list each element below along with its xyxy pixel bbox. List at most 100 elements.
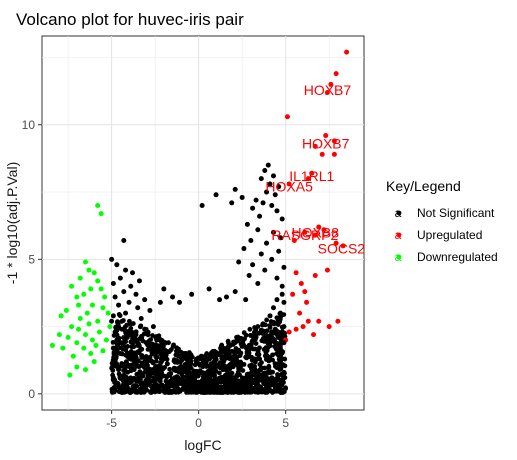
point-not-significant (232, 289, 238, 295)
point-not-significant (145, 375, 151, 380)
point-not-significant (172, 365, 178, 371)
point-not-significant (227, 366, 233, 372)
point-not-significant (270, 173, 276, 179)
point-not-significant (282, 375, 288, 381)
point-downregulated (77, 316, 83, 322)
point-not-significant (276, 318, 282, 324)
point-not-significant (110, 368, 116, 373)
point-not-significant (271, 319, 277, 325)
point-not-significant (177, 359, 183, 365)
legend-label: Upregulated (417, 228, 482, 242)
point-not-significant (276, 184, 282, 190)
gene-label: HOXB7 (302, 136, 350, 152)
point-upregulated (309, 170, 315, 176)
point-not-significant (235, 378, 241, 384)
point-downregulated (89, 337, 95, 343)
point-not-significant (158, 370, 163, 376)
point-not-significant (275, 387, 281, 393)
point-not-significant (184, 356, 189, 362)
point-not-significant (228, 343, 233, 348)
point-not-significant (244, 371, 250, 377)
point-not-significant (239, 344, 245, 349)
point-not-significant (131, 375, 137, 381)
point-downregulated (95, 278, 101, 284)
point-not-significant (244, 221, 250, 227)
point-not-significant (269, 330, 275, 336)
point-not-significant (269, 375, 275, 381)
point-downregulated (60, 345, 66, 351)
point-not-significant (123, 310, 129, 316)
point-not-significant (279, 332, 285, 338)
point-not-significant (220, 345, 226, 351)
point-downregulated (102, 294, 108, 300)
point-not-significant (235, 334, 241, 340)
point-not-significant (250, 334, 256, 340)
point-upregulated (331, 138, 337, 144)
point-not-significant (264, 380, 270, 386)
point-not-significant (274, 297, 280, 303)
point-downregulated (69, 283, 75, 289)
point-not-significant (258, 377, 264, 383)
point-not-significant (272, 380, 277, 386)
point-downregulated (91, 270, 97, 276)
point-upregulated (340, 243, 346, 249)
point-downregulated (58, 313, 64, 319)
point-not-significant (262, 372, 268, 378)
point-not-significant (263, 349, 269, 355)
point-not-significant (213, 192, 219, 198)
point-not-significant (154, 347, 159, 353)
point-not-significant (270, 229, 276, 235)
point-not-significant (175, 381, 181, 387)
point-not-significant (266, 363, 272, 369)
point-not-significant (253, 341, 259, 346)
point-not-significant (179, 370, 184, 376)
point-not-significant (109, 256, 115, 262)
point-not-significant (250, 368, 256, 374)
legend-label: Not Significant (417, 206, 495, 220)
point-not-significant (219, 355, 225, 361)
point-not-significant (180, 374, 186, 380)
point-upregulated (312, 143, 318, 149)
point-not-significant (117, 313, 123, 319)
point-not-significant (240, 338, 246, 344)
point-not-significant (128, 387, 134, 393)
point-downregulated (69, 324, 75, 330)
point-not-significant (277, 377, 283, 383)
point-not-significant (269, 203, 275, 209)
point-downregulated (91, 359, 97, 365)
point-not-significant (211, 359, 217, 365)
point-not-significant (128, 365, 134, 371)
point-not-significant (131, 383, 137, 389)
gene-label: HOXB7 (304, 82, 352, 98)
point-not-significant (161, 286, 167, 292)
point-upregulated (302, 289, 308, 295)
point-not-significant (279, 291, 285, 297)
point-not-significant (201, 361, 207, 367)
point-not-significant (272, 192, 278, 198)
point-not-significant (221, 384, 227, 390)
point-not-significant (124, 334, 130, 340)
point-not-significant (123, 347, 129, 353)
point-not-significant (114, 337, 120, 343)
point-not-significant (136, 364, 142, 369)
point-not-significant (183, 351, 189, 356)
point-not-significant (140, 388, 146, 394)
point-not-significant (176, 365, 182, 371)
point-upregulated (312, 272, 318, 278)
point-not-significant (141, 363, 147, 368)
point-not-significant (164, 361, 170, 366)
point-not-significant (245, 387, 250, 393)
point-downregulated (76, 326, 82, 332)
legend-key-point (396, 232, 402, 238)
point-not-significant (115, 381, 121, 386)
point-downregulated (88, 286, 94, 292)
point-not-significant (159, 382, 165, 388)
point-not-significant (161, 354, 167, 360)
x-axis-title: logFC (184, 437, 221, 453)
point-upregulated (305, 318, 311, 324)
point-not-significant (258, 176, 264, 182)
point-not-significant (230, 375, 236, 380)
point-not-significant (240, 379, 245, 384)
point-not-significant (150, 324, 156, 330)
